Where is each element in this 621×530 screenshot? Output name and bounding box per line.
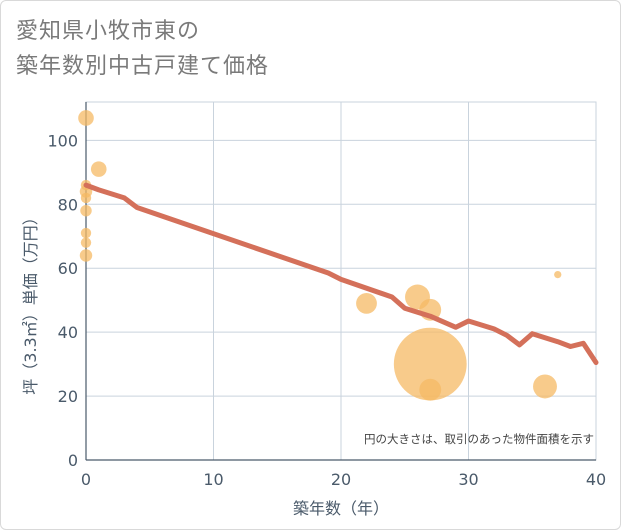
bubble-7 [79,249,93,262]
bubble-5 [80,227,92,239]
bubble-14 [533,374,557,399]
x-tick-30: 30 [458,470,478,489]
bubble-4 [80,204,92,217]
y-tick-labels: 0 20 40 60 80 100 [47,131,78,470]
bubble-12 [393,327,467,401]
x-tick-40: 40 [586,470,606,489]
y-tick-0: 0 [68,451,78,470]
bubble-13 [419,378,442,401]
y-tick-40: 40 [58,323,78,342]
bubble-0 [78,110,94,126]
bubble-8 [90,161,107,177]
trend-line [83,182,599,365]
y-tick-100: 100 [47,131,78,150]
y-tick-80: 80 [58,195,78,214]
bubbles [78,110,562,401]
chart-title-line-1: 愛知県小牧市東の [16,19,201,44]
y-axis-label: 坪（3.3㎡）単価（万円） [21,209,40,394]
size-annotation: 円の大きさは、取引のあった物件面積を示す [364,432,594,446]
y-tick-60: 60 [58,259,78,278]
y-tick-20: 20 [58,387,78,406]
x-tick-labels: 0 10 20 30 40 [81,470,606,489]
x-axis-label: 築年数（年） [293,499,389,518]
x-tick-20: 20 [331,470,351,489]
grid-lines [85,101,597,461]
bubble-9 [356,292,377,314]
bubble-15 [554,270,562,279]
x-tick-0: 0 [81,470,91,489]
bubble-6 [80,237,92,248]
chart-title: 愛知県小牧市東の 築年数別中古戸建て価格 [16,14,269,84]
bubble-3 [80,192,92,204]
chart-title-line-2: 築年数別中古戸建て価格 [16,54,270,79]
x-tick-10: 10 [203,470,223,489]
